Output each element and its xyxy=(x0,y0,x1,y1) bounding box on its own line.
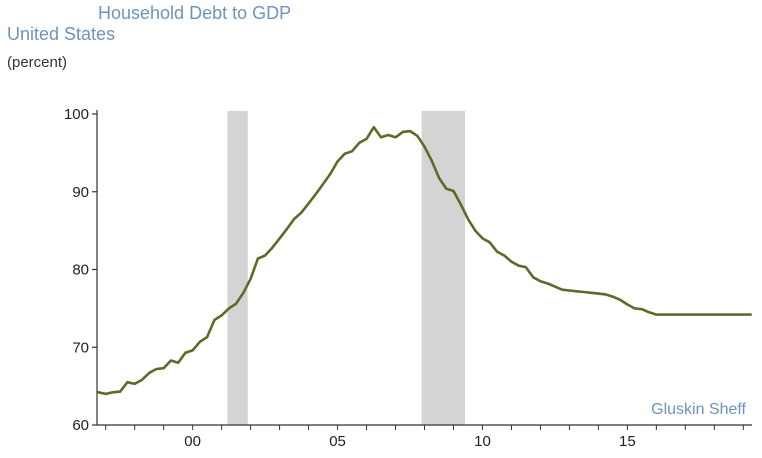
chart-unit-label: (percent) xyxy=(7,54,68,71)
chart-title: Household Debt to GDP xyxy=(98,3,292,23)
x-tick-label: 05 xyxy=(329,433,346,450)
chart-source: Gluskin Sheff xyxy=(651,401,746,418)
y-tick-label: 70 xyxy=(72,339,89,356)
y-tick-label: 60 xyxy=(72,417,89,434)
chart-subtitle: United States xyxy=(7,24,116,44)
recession-band-1 xyxy=(421,111,466,425)
y-tick-label: 80 xyxy=(72,262,89,279)
x-tick-label: 10 xyxy=(474,433,491,450)
x-tick-label: 15 xyxy=(619,433,636,450)
series-line-0 xyxy=(97,125,752,396)
y-tick-label: 100 xyxy=(64,106,89,123)
series-lines xyxy=(97,125,752,396)
axes xyxy=(92,110,752,430)
y-tick-label: 90 xyxy=(72,184,89,201)
tick-labels: 60 70 80 90 100 00 05 10 15 xyxy=(64,106,636,450)
recession-band-0 xyxy=(227,111,248,425)
recession-bands xyxy=(227,111,466,425)
x-tick-label: 00 xyxy=(184,433,201,450)
